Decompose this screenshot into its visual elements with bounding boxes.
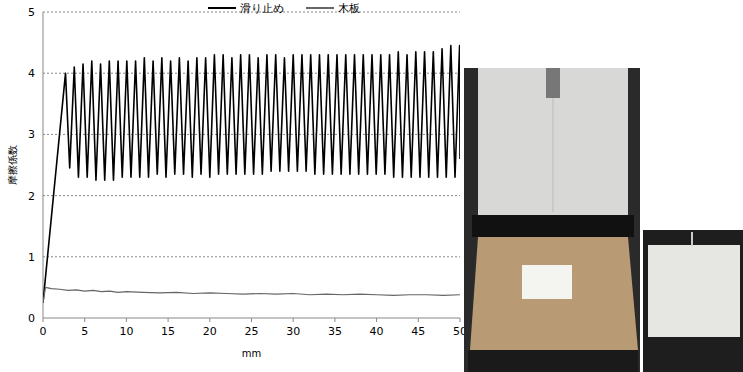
x-tick [293,318,294,322]
y-tick-label: 3 [28,128,35,141]
x-tick [209,318,210,322]
x-tick [251,318,252,322]
x-tick-label: 15 [161,325,175,338]
x-tick-label: 5 [81,325,88,338]
x-tick-label: 30 [286,325,300,338]
photo-board [470,237,638,350]
x-tick-label: 25 [245,325,259,338]
legend-swatch [208,7,236,9]
x-tick-label: 10 [119,325,133,338]
legend-label: 木板 [338,2,360,15]
x-tick [168,318,169,322]
x-tick [418,318,419,322]
y-tick-label: 2 [28,190,35,203]
x-tick-label: 0 [40,325,47,338]
photo-block [522,265,572,299]
x-tick [376,318,377,322]
inset-bg [643,230,743,372]
x-tick [84,318,85,322]
x-tick [334,318,335,322]
y-tick-label: 0 [28,312,35,325]
plot-area [43,46,460,303]
legend-swatch [306,7,334,9]
y-tick-label: 5 [28,6,35,19]
legend-label: 滑り止め [240,2,284,15]
x-tick [126,318,127,322]
chart: 01234505101520253035404550mm摩擦係数滑り止め木板 [0,0,743,372]
x-axis-label: mm [242,348,261,359]
photo-bg [464,68,640,372]
x-tick-label: 20 [203,325,217,338]
photo-gauge [546,68,560,98]
photo [464,68,743,372]
y-axis [43,12,44,318]
grid-line [43,195,460,196]
y-axis-label: 摩擦係数 [7,145,18,185]
photo-stage [472,215,634,237]
x-tick [43,318,44,322]
x-axis [43,318,460,319]
x-tick [460,318,461,322]
series-line [43,46,460,303]
photo-base [468,350,638,372]
y-tick-label: 1 [28,251,35,264]
photo-wall [478,68,628,218]
x-tick-label: 45 [411,325,425,338]
inset-hook [691,232,693,246]
y-tick-label: 4 [28,67,35,80]
inset-block [648,245,740,337]
x-tick-label: 40 [370,325,384,338]
series-line [43,287,460,302]
grid-line [43,256,460,257]
x-tick-label: 35 [328,325,342,338]
